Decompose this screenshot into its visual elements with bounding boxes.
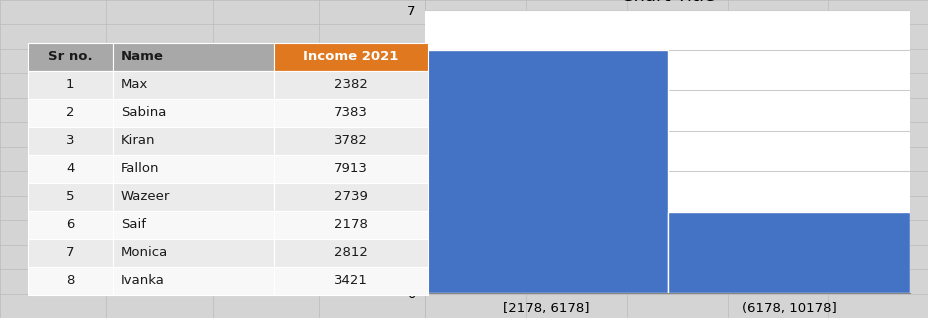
Text: Sabina: Sabina (121, 107, 166, 119)
Text: Max: Max (121, 79, 148, 91)
Text: Monica: Monica (121, 246, 168, 259)
Text: 3421: 3421 (334, 274, 367, 287)
Text: Kiran: Kiran (121, 135, 155, 147)
Text: 3: 3 (66, 135, 74, 147)
Text: Fallon: Fallon (121, 162, 160, 175)
Text: 5: 5 (66, 190, 74, 203)
Bar (425, 50, 667, 293)
Bar (667, 212, 909, 293)
Text: 1: 1 (66, 79, 74, 91)
Text: 7383: 7383 (334, 107, 367, 119)
Text: Name: Name (121, 51, 163, 63)
Text: Income 2021: Income 2021 (303, 51, 398, 63)
Text: 4: 4 (66, 162, 74, 175)
Text: 3782: 3782 (334, 135, 367, 147)
Text: Ivanka: Ivanka (121, 274, 164, 287)
Text: 2739: 2739 (334, 190, 367, 203)
Title: Chart Title: Chart Title (620, 0, 715, 5)
Text: Sr no.: Sr no. (48, 51, 93, 63)
Text: 2382: 2382 (334, 79, 367, 91)
Text: 8: 8 (66, 274, 74, 287)
Text: Saif: Saif (121, 218, 146, 231)
Text: 7: 7 (66, 246, 74, 259)
Text: 6: 6 (66, 218, 74, 231)
Text: 2812: 2812 (334, 246, 367, 259)
Text: 2178: 2178 (334, 218, 367, 231)
Text: Wazeer: Wazeer (121, 190, 170, 203)
Text: 2: 2 (66, 107, 74, 119)
Text: 7913: 7913 (334, 162, 367, 175)
